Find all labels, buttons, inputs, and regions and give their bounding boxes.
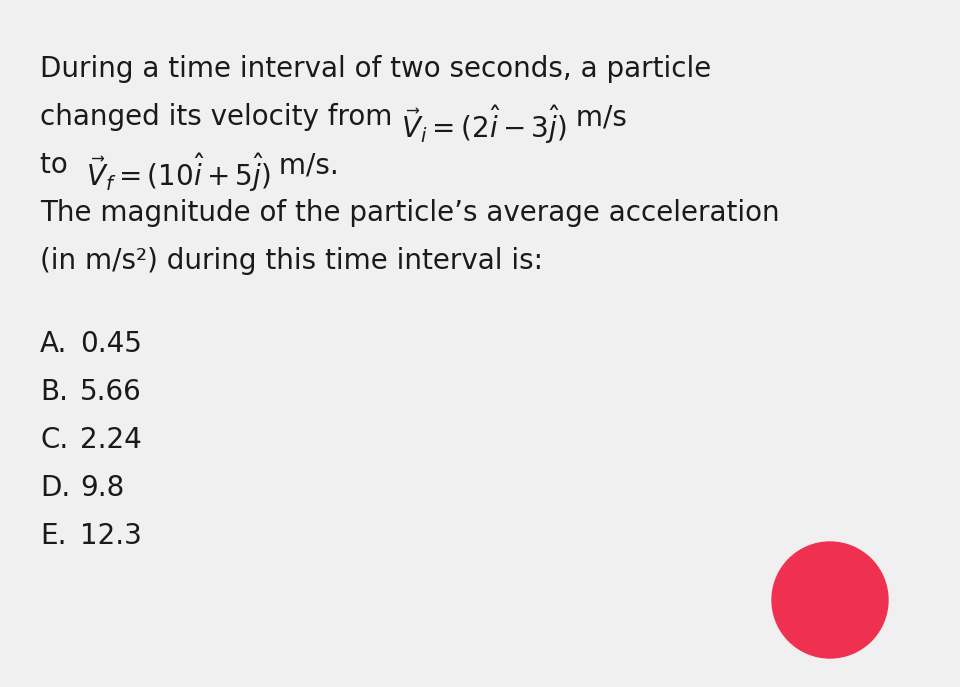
Text: (in m/s²) during this time interval is:: (in m/s²) during this time interval is: <box>40 247 543 275</box>
Text: D.: D. <box>40 474 70 502</box>
Text: 2.24: 2.24 <box>80 426 142 454</box>
Text: The magnitude of the particle’s average acceleration: The magnitude of the particle’s average … <box>40 199 780 227</box>
Text: to: to <box>40 151 85 179</box>
Text: m/s.: m/s. <box>270 151 339 179</box>
Text: 12.3: 12.3 <box>80 522 142 550</box>
Text: 0.45: 0.45 <box>80 330 142 358</box>
Text: A.: A. <box>40 330 67 358</box>
Text: m/s: m/s <box>566 103 627 131</box>
Text: During a time interval of two seconds, a particle: During a time interval of two seconds, a… <box>40 55 711 83</box>
Text: 9.8: 9.8 <box>80 474 124 502</box>
Text: $\vec{V}_i = (2\hat{i} - 3\hat{j})$: $\vec{V}_i = (2\hat{i} - 3\hat{j})$ <box>401 103 566 146</box>
Text: E.: E. <box>40 522 66 550</box>
Text: $\vec{V}_f = (10\hat{i} + 5\hat{j})$: $\vec{V}_f = (10\hat{i} + 5\hat{j})$ <box>85 151 270 194</box>
Text: C.: C. <box>40 426 68 454</box>
Text: changed its velocity from: changed its velocity from <box>40 103 401 131</box>
Text: 5.66: 5.66 <box>80 378 142 406</box>
Text: B.: B. <box>40 378 68 406</box>
